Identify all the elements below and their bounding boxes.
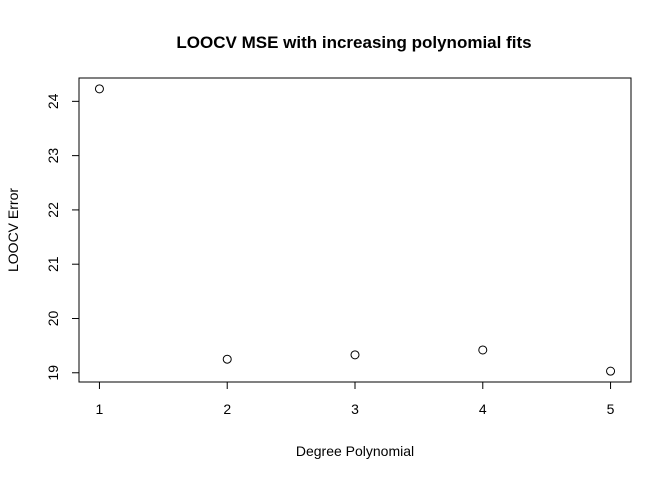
y-axis-label: LOOCV Error xyxy=(5,188,21,272)
y-tick-label: 19 xyxy=(45,365,61,381)
y-axis: 19 20 21 22 23 24 xyxy=(45,93,80,381)
x-axis: 1 2 3 4 5 xyxy=(96,381,615,417)
x-tick-label: 4 xyxy=(479,401,487,417)
data-points xyxy=(94,84,616,376)
chart-title: LOOCV MSE with increasing polynomial fit… xyxy=(176,33,531,52)
x-tick-label: 2 xyxy=(223,401,231,417)
data-point xyxy=(606,366,616,376)
y-tick-label: 24 xyxy=(45,93,61,109)
data-point xyxy=(478,345,488,355)
x-tick-label: 5 xyxy=(607,401,615,417)
y-tick-label: 20 xyxy=(45,310,61,326)
data-point xyxy=(350,350,360,360)
plot-frame xyxy=(78,77,632,383)
data-point xyxy=(94,84,104,94)
y-tick-label: 22 xyxy=(45,202,61,218)
x-tick-label: 3 xyxy=(351,401,359,417)
y-tick-label: 23 xyxy=(45,148,61,164)
x-axis-label: Degree Polynomial xyxy=(296,443,414,459)
y-tick-label: 21 xyxy=(45,256,61,272)
data-point xyxy=(222,354,232,364)
x-tick-label: 1 xyxy=(96,401,104,417)
